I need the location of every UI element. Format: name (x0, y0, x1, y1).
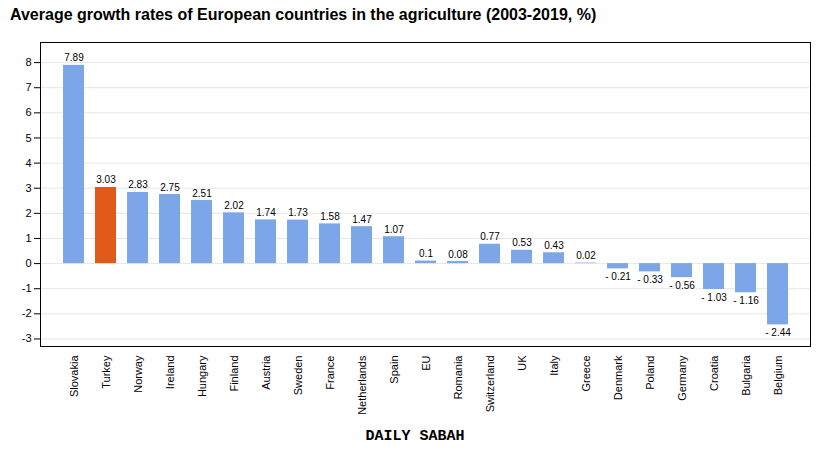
svg-text:Italy: Italy (548, 355, 560, 376)
svg-text:Switzerland: Switzerland (484, 356, 496, 413)
html-text:Average growth rates of Europe: Average growth rates of European countri… (10, 6, 597, 23)
svg-text:-2: -2 (22, 307, 32, 319)
svg-text:0.02: 0.02 (576, 250, 596, 261)
svg-text:-3: -3 (22, 332, 32, 344)
svg-text:6: 6 (25, 106, 31, 118)
svg-text:0: 0 (25, 257, 31, 269)
svg-text:Turkey: Turkey (100, 355, 112, 389)
svg-text:Slovakia: Slovakia (68, 355, 80, 397)
svg-text:Poland: Poland (644, 356, 656, 390)
svg-text:5: 5 (25, 131, 31, 143)
svg-text:2: 2 (25, 207, 31, 219)
svg-text:- 2.44: - 2.44 (765, 327, 791, 338)
svg-text:2.75: 2.75 (160, 182, 180, 193)
svg-text:0.77: 0.77 (480, 231, 500, 242)
svg-text:Sweden: Sweden (292, 356, 304, 396)
svg-text:0.08: 0.08 (448, 249, 468, 260)
svg-text:Ireland: Ireland (164, 356, 176, 390)
svg-text:Hungary: Hungary (196, 355, 208, 397)
svg-text:- 0.21: - 0.21 (605, 271, 631, 282)
svg-text:1.73: 1.73 (288, 207, 308, 218)
svg-text:Germany: Germany (676, 355, 688, 401)
svg-text:1.74: 1.74 (256, 207, 276, 218)
svg-text:3.03: 3.03 (96, 174, 116, 185)
svg-text:Romania: Romania (452, 355, 464, 400)
svg-text:Spain: Spain (388, 356, 400, 384)
svg-text:- 1.16: - 1.16 (733, 295, 759, 306)
svg-text:0.1: 0.1 (419, 248, 433, 259)
html-text:DAILY SABAH: DAILY SABAH (365, 428, 465, 445)
svg-text:0.43: 0.43 (544, 240, 564, 251)
svg-text:4: 4 (25, 157, 31, 169)
svg-text:Netherlands: Netherlands (356, 355, 368, 415)
svg-text:EU: EU (420, 355, 432, 370)
svg-text:Finland: Finland (228, 356, 240, 392)
svg-text:2.83: 2.83 (128, 179, 148, 190)
svg-text:-1: -1 (22, 282, 32, 294)
svg-text:2.02: 2.02 (224, 200, 244, 211)
svg-text:2.51: 2.51 (192, 188, 212, 199)
svg-text:Denmark: Denmark (612, 355, 624, 400)
svg-text:1.58: 1.58 (320, 211, 340, 222)
svg-text:7.89: 7.89 (64, 52, 84, 63)
svg-text:Bulgaria: Bulgaria (740, 355, 752, 396)
svg-text:1.07: 1.07 (384, 224, 404, 235)
svg-text:UK: UK (516, 355, 528, 371)
svg-text:Greece: Greece (580, 356, 592, 392)
svg-text:Austria: Austria (260, 355, 272, 390)
svg-text:1: 1 (25, 232, 31, 244)
svg-text:- 1.03: - 1.03 (701, 292, 727, 303)
svg-text:8: 8 (25, 56, 31, 68)
svg-text:France: France (324, 356, 336, 390)
svg-text:Belgium: Belgium (772, 356, 784, 396)
svg-text:- 0.33: - 0.33 (637, 274, 663, 285)
svg-text:0.53: 0.53 (512, 237, 532, 248)
svg-text:Croatia: Croatia (708, 355, 720, 391)
svg-text:1.47: 1.47 (352, 214, 372, 225)
svg-text:- 0.56: - 0.56 (669, 280, 695, 291)
svg-text:Norway: Norway (132, 355, 144, 393)
svg-text:7: 7 (25, 81, 31, 93)
svg-text:3: 3 (25, 182, 31, 194)
